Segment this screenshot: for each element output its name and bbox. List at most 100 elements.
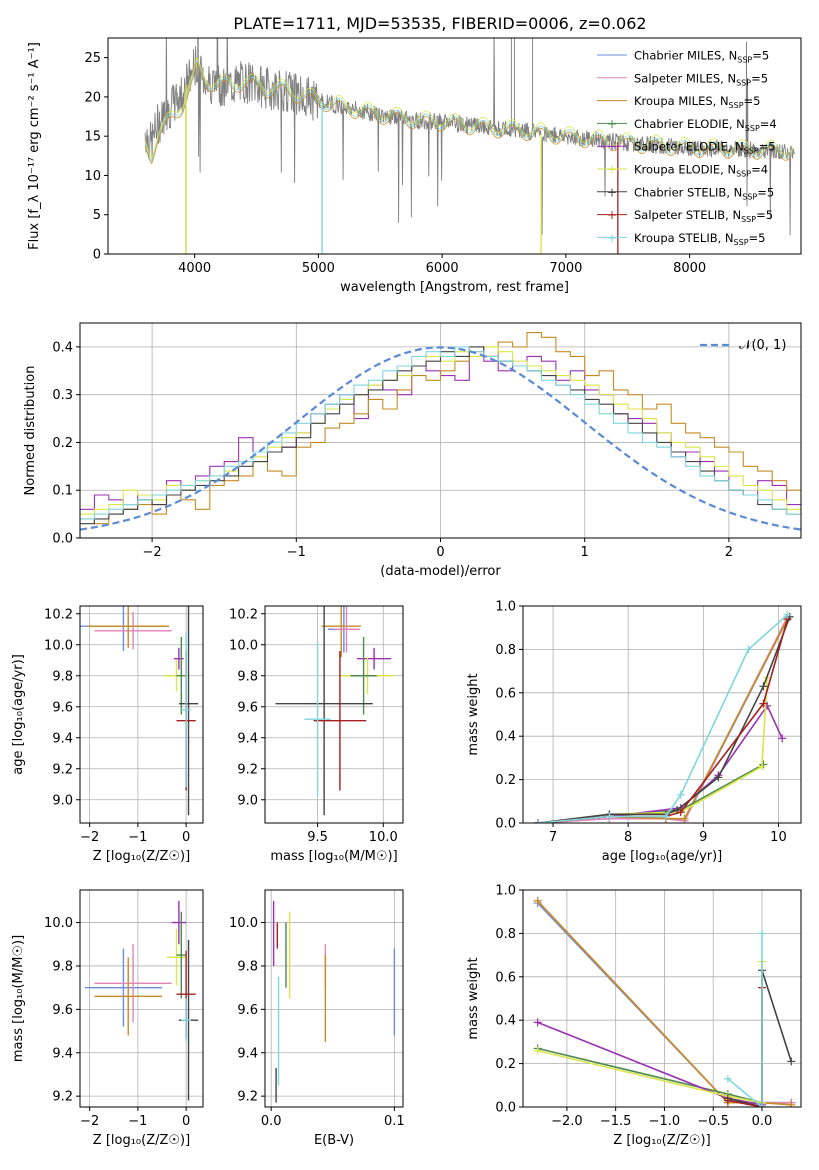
legend-entry: Kroupa ELODIE, NSSP=4 (634, 163, 768, 179)
y-tick-label: 0.0 (52, 532, 73, 547)
x-tick-label: −1.5 (600, 1114, 632, 1129)
y-tick-label: 9.0 (52, 793, 73, 808)
plot-area (534, 610, 794, 823)
mass-weight-vs-metallicity-axes: −2.0 −1.5 −1.0 −0.5 0.0 0.0 0.2 0.4 0.6 0.8 1.0 Z [… (466, 884, 802, 1148)
plot-area (144, 38, 795, 254)
x-tick-label: 0.0 (752, 1114, 773, 1129)
axes-frame (264, 605, 404, 824)
y-axis-label: age [log₁₀(age/yr)] (11, 654, 26, 775)
y-tick-label: 9.6 (52, 1003, 73, 1018)
legend-name: Kroupa ELODIE, N (634, 163, 736, 177)
x-axis-label: Z [log₁₀(Z/Z☉)] (613, 1133, 710, 1148)
legend-marker: + (607, 208, 617, 222)
model-spectrum (144, 59, 794, 163)
y-tick-label: 9.4 (52, 731, 73, 746)
spectrum-axes: 4000 5000 6000 7000 8000 0 5 10 15 20 25 wavelength… (27, 37, 802, 295)
x-tick-label: 7 (549, 830, 557, 845)
model-spectrum (144, 56, 794, 160)
legend-suffix: =5 (752, 49, 769, 63)
y-tick-label: 1.0 (495, 884, 516, 899)
y-tick-label: 0.2 (495, 773, 516, 788)
x-axis-label: mass [log₁₀(M/M☉)] (270, 849, 397, 864)
y-axis-label: mass weight (466, 957, 481, 1039)
y-tick-label: 10 (84, 169, 101, 184)
axes-frame (522, 605, 802, 824)
mass-vs-extinction-axes: 0.0 0.1 9.2 9.4 9.6 9.8 10.0 E(B-V) (229, 889, 405, 1148)
plot-area (80, 606, 199, 816)
y-tick-label: 0 (93, 248, 101, 263)
legend-name: Salpeter MILES, N (634, 71, 736, 85)
legend-sub: SSP (737, 56, 752, 65)
y-tick-label: 10.0 (44, 638, 73, 653)
y-tick-label: 0.1 (52, 484, 73, 499)
x-tick-label: −0.5 (697, 1114, 729, 1129)
legend-sub: SSP (742, 192, 757, 201)
age-vs-mass-axes: 9.5 10.0 9.0 9.2 9.4 9.6 9.8 10.0 10.2 mass [log₁… (229, 605, 404, 864)
x-tick-label: 0 (182, 830, 190, 845)
x-tick-label: 7000 (549, 261, 582, 276)
observed-spectrum (144, 38, 795, 236)
legend-sub: SSP (744, 147, 759, 156)
x-tick-label: −1 (287, 545, 306, 560)
y-tick-label: 9.6 (237, 1003, 258, 1018)
mass-weight-vs-age-axes: 7 8 9 10 0.0 0.2 0.4 0.6 0.8 1.0 age [log₁₀(age/yr… (466, 600, 802, 864)
axes-frame (79, 605, 204, 824)
legend-suffix: =5 (756, 208, 773, 222)
x-tick-label: −2 (80, 1114, 99, 1129)
x-axis-label: Z [log₁₀(Z/Z☉)] (93, 849, 190, 864)
y-tick-label: 1.0 (495, 600, 516, 615)
legend-suffix: =4 (751, 163, 768, 177)
y-tick-label: 9.4 (237, 1046, 258, 1061)
legend-entry: Chabrier MILES, NSSP=5 (634, 49, 769, 65)
legend-suffix: =5 (757, 185, 774, 199)
y-tick-label: 0.2 (52, 436, 73, 451)
y-tick-label: 0.4 (495, 730, 516, 745)
x-tick-label: −1.0 (649, 1114, 681, 1129)
x-tick-label: 9.5 (307, 830, 328, 845)
legend-name: Chabrier STELIB, N (634, 185, 742, 199)
legend-name: Salpeter STELIB, N (634, 208, 741, 222)
legend-marker: + (607, 185, 617, 199)
legend-suffix: =4 (760, 117, 777, 131)
y-tick-label: 0.0 (495, 1101, 516, 1116)
y-tick-label: 0.4 (52, 340, 73, 355)
y-axis-label: mass weight (466, 673, 481, 755)
legend-name: Chabrier ELODIE, N (634, 117, 745, 131)
legend-entry: Chabrier STELIB, NSSP=5 (634, 185, 774, 201)
legend-marker: + (607, 117, 617, 131)
x-axis-label: (data-model)/error (380, 564, 501, 579)
x-tick-label: 8000 (673, 261, 706, 276)
axes-frame (79, 889, 204, 1108)
legend-entry: 𝒩(0, 1) (739, 338, 786, 353)
axes-frame (264, 889, 404, 1108)
mass-weight-series (537, 677, 768, 823)
legend-sub: SSP (729, 101, 744, 110)
legend-name: Kroupa MILES, N (634, 94, 729, 108)
y-tick-label: 5 (93, 208, 101, 223)
y-tick-label: 9.2 (237, 1090, 258, 1105)
y-tick-label: 15 (84, 130, 101, 145)
x-tick-label: 0.1 (384, 1114, 405, 1129)
y-tick-label: 0.0 (495, 817, 516, 832)
x-tick-label: 5000 (302, 261, 335, 276)
x-tick-label: 6000 (426, 261, 459, 276)
x-tick-label: 4000 (178, 261, 211, 276)
legend-sub: SSP (741, 215, 756, 224)
axes-frame (107, 37, 802, 255)
y-tick-label: 10.0 (44, 916, 73, 931)
gaussian-curve (80, 346, 801, 531)
legend-sub: SSP (745, 124, 760, 133)
y-tick-label: 0.8 (495, 643, 516, 658)
y-tick-label: 10.0 (229, 638, 258, 653)
age-vs-metallicity-axes: −2 −1 0 9.0 9.2 9.4 9.6 9.8 10.0 10.2 Z [log₁₀(Z/Z… (11, 605, 204, 864)
x-axis-label: E(B-V) (314, 1133, 354, 1148)
plot-area (272, 900, 396, 1103)
legend-sub: SSP (734, 238, 749, 247)
y-tick-label: 9.2 (237, 762, 258, 777)
plot-area (80, 332, 801, 531)
x-axis-label: Z [log₁₀(Z/Z☉)] (93, 1133, 190, 1148)
y-tick-label: 0.8 (495, 927, 516, 942)
y-axis-label: Normed distribution (23, 366, 38, 496)
legend-suffix: =5 (744, 94, 761, 108)
